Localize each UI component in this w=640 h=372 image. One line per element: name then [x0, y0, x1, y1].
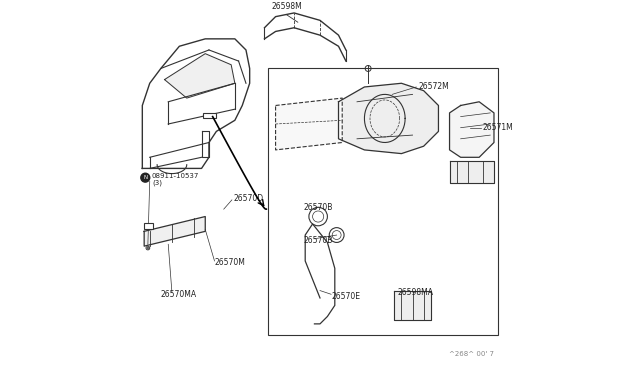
Text: 26570M: 26570M [214, 258, 245, 267]
Text: (3): (3) [152, 180, 162, 186]
Circle shape [141, 173, 150, 182]
Text: 26570D: 26570D [233, 193, 263, 202]
Text: N: N [143, 175, 147, 180]
Bar [268, 68, 498, 335]
Polygon shape [144, 217, 205, 246]
Text: 26570B: 26570B [303, 236, 333, 245]
Text: 26572M: 26572M [418, 83, 449, 92]
Polygon shape [449, 161, 494, 183]
Polygon shape [394, 291, 431, 320]
Bar [144, 223, 154, 230]
Polygon shape [142, 39, 250, 169]
Text: 08911-10537: 08911-10537 [152, 173, 199, 179]
Bar [204, 113, 216, 118]
Polygon shape [164, 54, 235, 98]
Polygon shape [276, 98, 342, 150]
Text: ^268^ 00' 7: ^268^ 00' 7 [449, 351, 494, 357]
Polygon shape [339, 83, 438, 154]
Polygon shape [449, 102, 494, 157]
Text: 26570B: 26570B [303, 203, 333, 212]
Text: 26598M: 26598M [272, 2, 303, 11]
Text: 26598MA: 26598MA [397, 288, 434, 297]
Text: 26570MA: 26570MA [161, 290, 197, 299]
Text: 26570E: 26570E [331, 292, 360, 301]
Text: 26571M: 26571M [483, 123, 514, 132]
